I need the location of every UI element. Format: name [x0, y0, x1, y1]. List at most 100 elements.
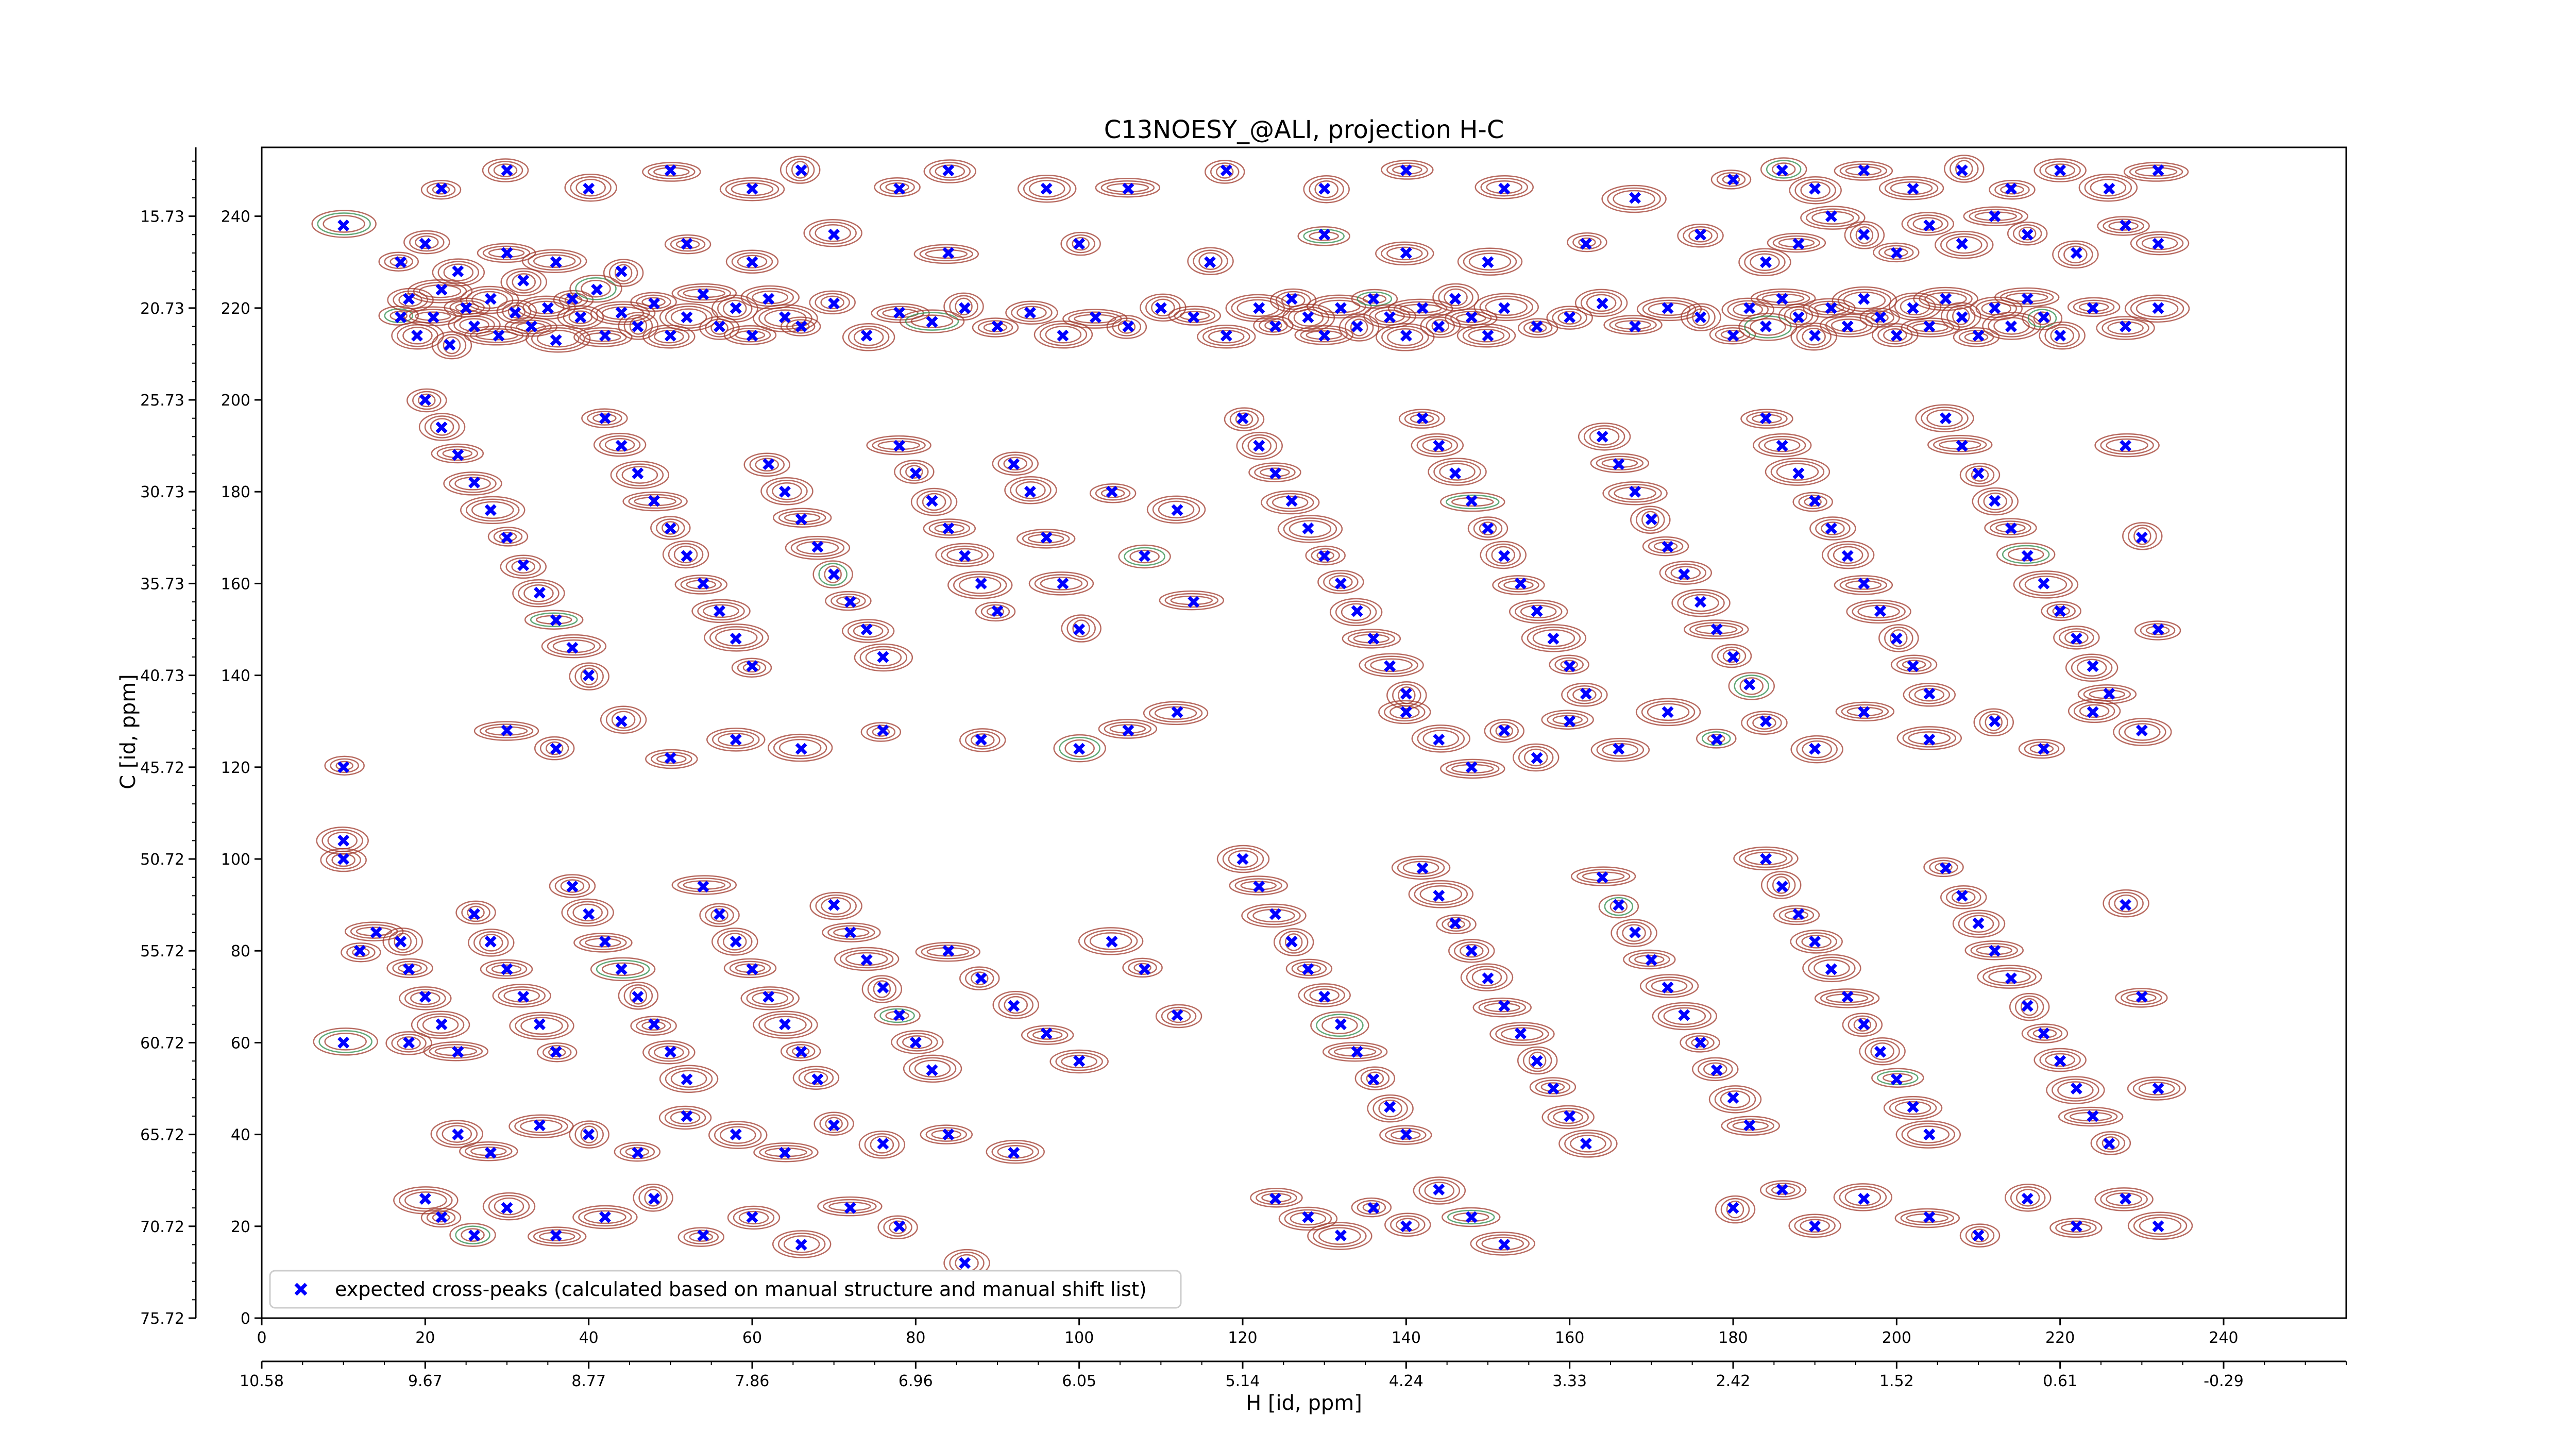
- y-tick-label: 240: [221, 208, 250, 226]
- cross-peak-marker: [1956, 889, 1968, 902]
- contour-ring: [1821, 521, 1845, 535]
- contour-ring: [1906, 320, 1955, 335]
- contour-ring: [1752, 414, 1782, 424]
- contour-ring: [633, 1184, 673, 1212]
- contour-ring: [644, 1189, 662, 1207]
- contour-ring: [568, 310, 593, 324]
- contour-ring: [2127, 1211, 2193, 1240]
- cross-peak-marker: [1400, 247, 1412, 259]
- cross-peak-marker: [697, 288, 709, 300]
- contour-ring: [520, 1119, 563, 1134]
- y-ppm-tick-label: 75.72: [140, 1310, 184, 1328]
- contour-ring: [378, 251, 419, 272]
- contour-ring: [1841, 704, 1889, 719]
- contour-ring: [1733, 302, 1763, 317]
- contour-ring: [1971, 1228, 1989, 1242]
- cross-peak-marker: [403, 963, 415, 975]
- cross-peak-marker: [926, 1064, 938, 1076]
- cross-peak-marker: [1678, 568, 1690, 581]
- contour-ring: [2071, 656, 2113, 680]
- contour-ring: [965, 969, 994, 988]
- contour-ring: [1684, 619, 1749, 639]
- contour-ring: [1609, 317, 1657, 332]
- contour-ring: [1089, 932, 1132, 950]
- contour-ring: [946, 548, 983, 562]
- contour-ring: [1989, 179, 2036, 200]
- cross-peak-marker: [1776, 164, 1788, 177]
- contour-ring: [323, 215, 365, 233]
- cross-peak-marker: [1171, 706, 1183, 718]
- contour-ring: [991, 1142, 1039, 1161]
- contour-ring: [1567, 232, 1607, 252]
- contour-ring: [1290, 1211, 1327, 1226]
- contour-ring: [1814, 988, 1880, 1008]
- contour-ring: [1999, 290, 2054, 305]
- contour-ring: [872, 437, 926, 453]
- contour-ring: [471, 501, 514, 519]
- contour-ring: [1839, 1186, 1887, 1209]
- contour-ring: [1484, 719, 1524, 743]
- cross-peak-marker: [1710, 733, 1723, 746]
- cross-peak-marker: [2038, 743, 2050, 755]
- contour-ring: [854, 643, 913, 672]
- contour-ring: [817, 1196, 883, 1217]
- contour-ring: [611, 711, 636, 729]
- contour-ring: [670, 308, 707, 326]
- contour-ring: [704, 624, 769, 652]
- contour-ring: [564, 173, 617, 202]
- cross-peak-marker: [697, 577, 709, 589]
- cross-peak-marker: [1727, 651, 1739, 663]
- contour-ring: [1825, 316, 1873, 335]
- contour-ring: [324, 1033, 367, 1051]
- cross-peak-marker: [1269, 908, 1281, 920]
- cross-peak-marker: [468, 908, 481, 920]
- contour-ring: [1384, 702, 1426, 722]
- contour-ring: [997, 1144, 1033, 1159]
- contour-ring: [1739, 849, 1793, 868]
- contour-ring: [533, 1229, 581, 1244]
- cross-peak-marker: [795, 513, 807, 526]
- contour-ring: [680, 577, 722, 592]
- contour-ring: [1764, 438, 1801, 452]
- contour-ring: [1865, 310, 1894, 325]
- contour-ring: [536, 1042, 578, 1063]
- cross-peak-marker: [1531, 605, 1543, 617]
- contour-ring: [1016, 306, 1047, 320]
- cross-peak-marker: [828, 1119, 840, 1132]
- contour-ring: [2065, 653, 2119, 682]
- contour-ring: [1912, 217, 1943, 231]
- contour-ring: [1913, 287, 1978, 311]
- contour-ring: [410, 991, 440, 1005]
- cross-peak-marker: [1662, 706, 1674, 718]
- cross-peak-marker: [1809, 495, 1821, 507]
- contour-ring: [1717, 646, 1747, 666]
- contour-ring: [1979, 711, 2008, 734]
- contour-ring: [500, 554, 547, 579]
- contour-ring: [2039, 161, 2081, 180]
- contour-ring: [2055, 1220, 2097, 1236]
- contour-ring: [618, 982, 659, 1010]
- contour-ring: [834, 947, 900, 971]
- cross-peak-marker: [1727, 1091, 1739, 1104]
- contour-ring: [404, 989, 446, 1008]
- contour-ring: [651, 751, 692, 767]
- contour-ring: [1298, 983, 1351, 1007]
- contour-ring: [604, 437, 635, 452]
- cross-peak-marker: [583, 669, 595, 682]
- contour-ring: [418, 393, 436, 408]
- contour-ring: [1236, 431, 1283, 460]
- contour-ring: [1692, 308, 1710, 326]
- contour-ring: [1442, 1207, 1501, 1227]
- contour-ring: [1896, 657, 1932, 672]
- cross-peak-marker: [2005, 182, 2017, 195]
- contour-ring: [1802, 740, 1832, 759]
- contour-ring: [1309, 177, 1344, 201]
- contour-ring: [1692, 1057, 1739, 1082]
- contour-ring: [1300, 328, 1348, 343]
- contour-ring: [1561, 683, 1608, 707]
- x-ppm-tick-label: 1.52: [1879, 1372, 1914, 1390]
- contour-ring: [386, 958, 433, 979]
- contour-ring: [737, 255, 768, 268]
- contour-ring: [496, 299, 537, 324]
